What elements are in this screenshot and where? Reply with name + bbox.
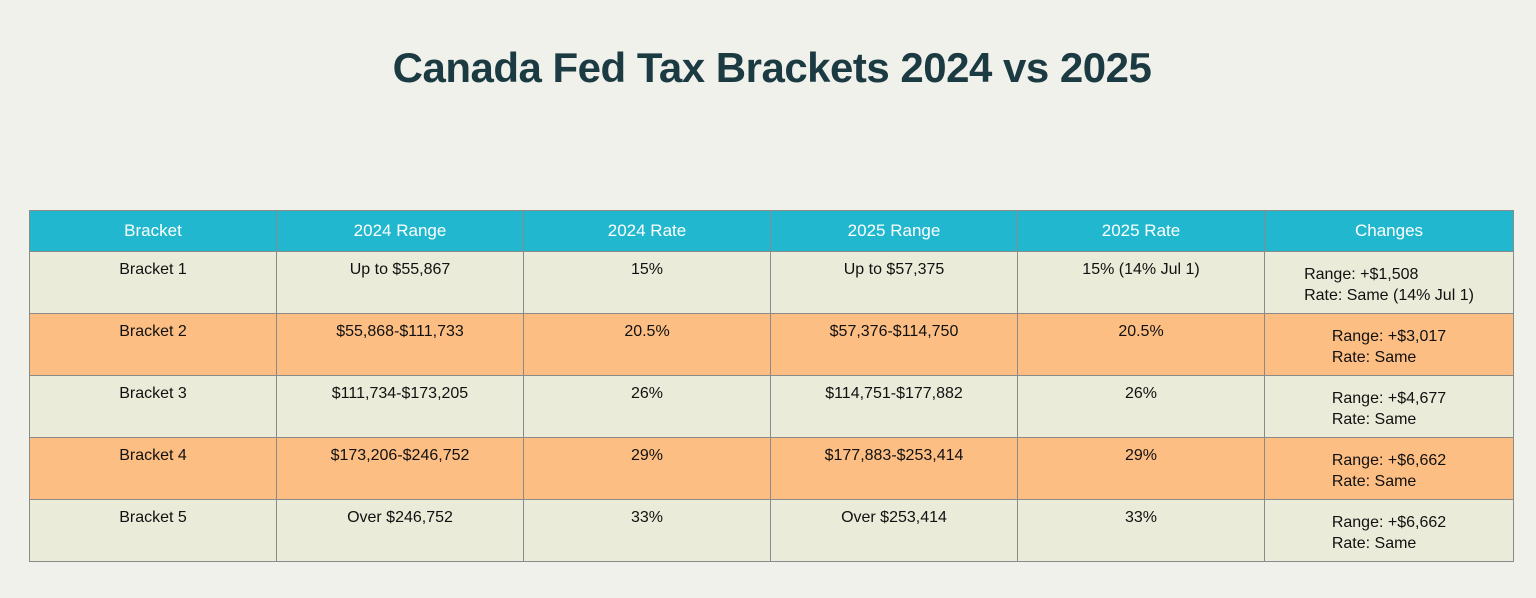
change-range: Range: +$1,508 — [1304, 266, 1419, 283]
cell-2024-range: Over $246,752 — [276, 499, 524, 562]
cell-changes: Range: +$4,677 Rate: Same — [1264, 375, 1514, 438]
cell-2025-range: $57,376-$114,750 — [770, 313, 1018, 376]
header-changes: Changes — [1264, 210, 1514, 252]
cell-2025-rate: 33% — [1017, 499, 1265, 562]
change-range: Range: +$3,017 — [1331, 328, 1447, 345]
header-bracket: Bracket — [29, 210, 277, 252]
cell-2024-range: $111,734-$173,205 — [276, 375, 524, 438]
table-header-row: Bracket 2024 Range 2024 Rate 2025 Range … — [29, 210, 1514, 252]
chart-title: Canada Fed Tax Brackets 2024 vs 2025 — [392, 44, 1152, 91]
cell-bracket: Bracket 2 — [29, 313, 277, 376]
header-2024-range: 2024 Range — [276, 210, 524, 252]
change-range: Range: +$6,662 — [1331, 514, 1447, 531]
cell-2025-range: Up to $57,375 — [770, 251, 1018, 314]
cell-2025-range: Over $253,414 — [770, 499, 1018, 562]
cell-2024-range: $55,868-$111,733 — [276, 313, 524, 376]
cell-2024-rate: 33% — [523, 499, 771, 562]
table-row: Bracket 2 $55,868-$111,733 20.5% $57,376… — [29, 313, 1514, 376]
cell-2024-rate: 29% — [523, 437, 771, 500]
cell-2025-rate: 15% (14% Jul 1) — [1017, 251, 1265, 314]
table-row: Bracket 3 $111,734-$173,205 26% $114,751… — [29, 375, 1514, 438]
cell-2024-rate: 26% — [523, 375, 771, 438]
tax-brackets-table: Bracket 2024 Range 2024 Rate 2025 Range … — [29, 210, 1514, 562]
cell-2025-rate: 26% — [1017, 375, 1265, 438]
cell-2024-rate: 15% — [523, 251, 771, 314]
change-rate: Rate: Same — [1331, 473, 1417, 490]
cell-changes: Range: +$1,508 Rate: Same (14% Jul 1) — [1264, 251, 1514, 314]
table-row: Bracket 5 Over $246,752 33% Over $253,41… — [29, 499, 1514, 562]
cell-2025-range: $114,751-$177,882 — [770, 375, 1018, 438]
cell-changes: Range: +$6,662 Rate: Same — [1264, 499, 1514, 562]
cell-2024-range: Up to $55,867 — [276, 251, 524, 314]
cell-bracket: Bracket 5 — [29, 499, 277, 562]
cell-2024-range: $173,206-$246,752 — [276, 437, 524, 500]
cell-bracket: Bracket 4 — [29, 437, 277, 500]
cell-2025-range: $177,883-$253,414 — [770, 437, 1018, 500]
change-rate: Rate: Same — [1331, 535, 1417, 552]
header-2025-range: 2025 Range — [770, 210, 1018, 252]
cell-bracket: Bracket 3 — [29, 375, 277, 438]
cell-2024-rate: 20.5% — [523, 313, 771, 376]
header-2024-rate: 2024 Rate — [523, 210, 771, 252]
change-rate: Rate: Same — [1331, 411, 1417, 428]
change-rate: Rate: Same — [1331, 349, 1417, 366]
cell-2025-rate: 29% — [1017, 437, 1265, 500]
cell-changes: Range: +$6,662 Rate: Same — [1264, 437, 1514, 500]
table-row: Bracket 1 Up to $55,867 15% Up to $57,37… — [29, 251, 1514, 314]
header-2025-rate: 2025 Rate — [1017, 210, 1265, 252]
change-range: Range: +$6,662 — [1331, 452, 1447, 469]
table-row: Bracket 4 $173,206-$246,752 29% $177,883… — [29, 437, 1514, 500]
change-range: Range: +$4,677 — [1331, 390, 1447, 407]
cell-bracket: Bracket 1 — [29, 251, 277, 314]
change-rate: Rate: Same (14% Jul 1) — [1304, 287, 1474, 304]
cell-changes: Range: +$3,017 Rate: Same — [1264, 313, 1514, 376]
cell-2025-rate: 20.5% — [1017, 313, 1265, 376]
